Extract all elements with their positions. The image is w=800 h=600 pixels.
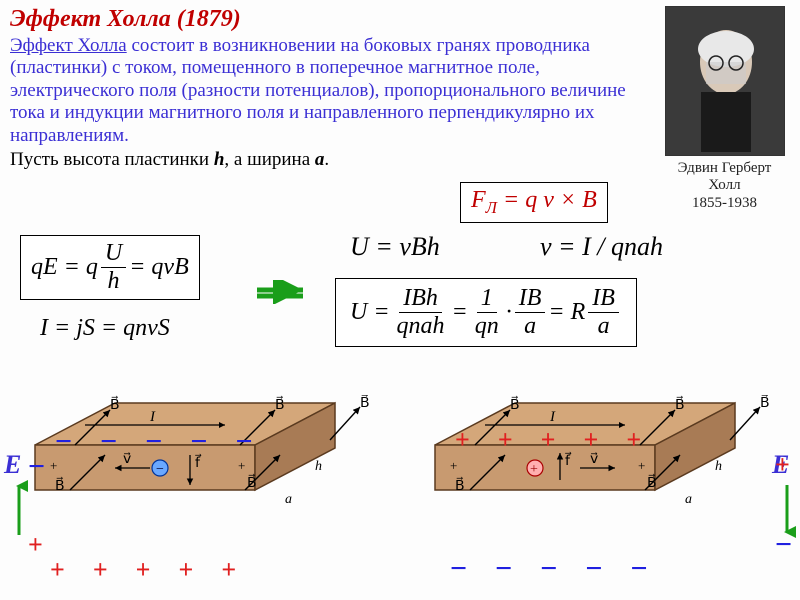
minus-left-edge: − bbox=[28, 450, 45, 484]
implies-arrow bbox=[255, 280, 315, 304]
dims-a: a bbox=[315, 149, 325, 170]
svg-text:−: − bbox=[156, 462, 164, 477]
formula-I: I = jS = qnvS bbox=[40, 315, 170, 342]
minus-right-edge: − bbox=[775, 528, 792, 562]
svg-text:h: h bbox=[315, 459, 322, 474]
svg-text:B⃗: B⃗ bbox=[675, 395, 685, 413]
svg-text:B⃗: B⃗ bbox=[110, 395, 120, 413]
svg-text:I: I bbox=[549, 409, 556, 425]
svg-text:+: + bbox=[450, 458, 457, 473]
dims-h: h bbox=[214, 149, 225, 170]
portrait-image bbox=[665, 6, 785, 156]
plus-row-right-top: +++++ bbox=[455, 425, 641, 455]
svg-text:a: a bbox=[285, 492, 292, 507]
svg-text:+: + bbox=[238, 458, 245, 473]
minus-row-right-bottom: −−−−− bbox=[450, 552, 648, 586]
portrait-name2: Холл bbox=[657, 177, 792, 194]
formula-v: v = I / qnah bbox=[540, 232, 663, 262]
svg-text:B⃗: B⃗ bbox=[760, 395, 770, 411]
portrait-caption: Эдвин Герберт Холл 1855-1938 bbox=[657, 160, 792, 212]
svg-text:B⃗: B⃗ bbox=[275, 395, 285, 413]
formula-U-final: U = IBhqnah = 1qn · IBa = R IBa bbox=[335, 278, 637, 347]
dims-text1: Пусть высота пластинки bbox=[10, 149, 214, 170]
formula-U1: U = vBh bbox=[350, 232, 440, 262]
svg-text:I: I bbox=[149, 409, 156, 425]
portrait-block: Эдвин Герберт Холл 1855-1938 bbox=[657, 6, 792, 212]
svg-text:+: + bbox=[530, 462, 538, 477]
svg-text:h: h bbox=[715, 459, 722, 474]
formula-lorentz: FЛ = q v × B bbox=[460, 182, 608, 223]
portrait-dates: 1855-1938 bbox=[657, 195, 792, 212]
minus-row-left-top: −−−−− bbox=[55, 425, 253, 459]
svg-text:B⃗: B⃗ bbox=[647, 473, 657, 491]
svg-text:B⃗: B⃗ bbox=[360, 395, 370, 411]
plus-row-left-bottom: +++++ bbox=[50, 555, 236, 585]
plus-right-edge: + bbox=[775, 450, 790, 480]
desc-underline: Эффект Холла bbox=[10, 35, 127, 56]
E-arrow-left bbox=[10, 480, 28, 545]
plus-left-edge: + bbox=[28, 530, 43, 560]
svg-text:B⃗: B⃗ bbox=[455, 476, 465, 494]
portrait-name1: Эдвин Герберт bbox=[657, 160, 792, 177]
svg-text:B⃗: B⃗ bbox=[55, 476, 65, 494]
svg-text:B⃗: B⃗ bbox=[510, 395, 520, 413]
E-label-left: E bbox=[4, 450, 21, 480]
svg-text:B⃗: B⃗ bbox=[247, 473, 257, 491]
svg-text:+: + bbox=[638, 458, 645, 473]
dims-text3: . bbox=[324, 149, 329, 170]
formula-qE: qE = q Uh = qvB bbox=[20, 235, 200, 300]
dims-text2: , а ширина bbox=[224, 149, 315, 170]
svg-text:+: + bbox=[50, 458, 57, 473]
svg-text:a: a bbox=[685, 492, 692, 507]
